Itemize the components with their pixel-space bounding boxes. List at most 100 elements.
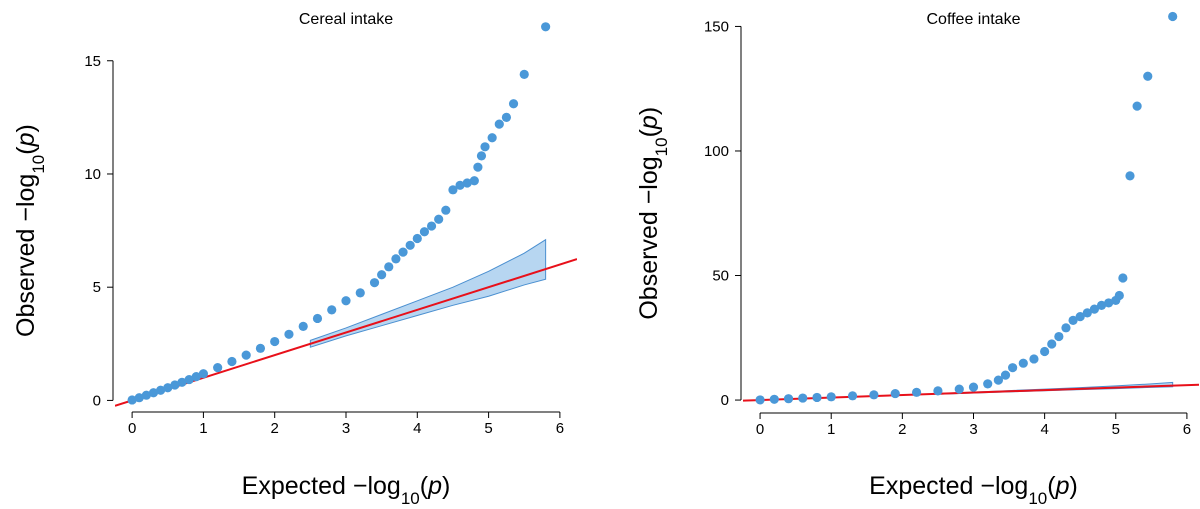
x-tick-label: 0: [756, 421, 764, 438]
point: [355, 288, 365, 298]
point: [812, 392, 822, 403]
label-part: ): [635, 107, 663, 115]
confidence-band: [309, 238, 547, 348]
point: [1061, 323, 1071, 333]
x-tick-label: 6: [556, 420, 564, 437]
x-tick-label: 2: [271, 420, 279, 437]
point: [441, 205, 451, 215]
point: [1096, 300, 1107, 311]
point: [1029, 354, 1039, 364]
chart-title: Coffee intake: [926, 11, 1020, 28]
point: [156, 385, 166, 395]
y-axis-label: Observed −log10(p): [12, 124, 48, 337]
label-part: 10: [29, 155, 48, 174]
label-part: (: [12, 146, 40, 155]
point: [405, 240, 415, 250]
y-tick-label: 15: [84, 53, 101, 70]
point: [455, 180, 465, 190]
label-part: p: [1055, 472, 1070, 500]
point: [519, 69, 529, 79]
point: [476, 151, 487, 161]
point: [911, 387, 922, 397]
label-part: ): [442, 472, 450, 500]
point: [1118, 273, 1128, 283]
label-part: p: [427, 472, 442, 500]
point: [890, 388, 900, 399]
point: [826, 392, 836, 402]
point: [783, 394, 794, 404]
point: [480, 142, 490, 152]
y-tick-label: 5: [93, 279, 101, 296]
point: [993, 375, 1003, 385]
point: [369, 278, 380, 288]
label-part: p: [12, 132, 40, 147]
point: [847, 391, 858, 401]
label-part: p: [635, 115, 663, 130]
point: [541, 22, 551, 32]
point: [473, 162, 483, 172]
x-tick-label: 6: [1183, 421, 1191, 438]
point: [1000, 370, 1011, 380]
point: [141, 390, 151, 400]
label-part: 10: [652, 137, 671, 156]
point: [501, 112, 512, 122]
label-part: Expected −log: [869, 472, 1028, 500]
y-tick-label: 50: [712, 268, 729, 285]
x-tick-label: 4: [413, 420, 421, 437]
y-tick-label: 100: [704, 143, 729, 160]
point: [341, 296, 351, 306]
point: [1018, 358, 1028, 368]
y-tick-label: 10: [84, 166, 101, 183]
point: [227, 356, 237, 367]
plot-area: [115, 22, 577, 407]
point: [327, 305, 337, 315]
point: [968, 382, 979, 392]
x-tick-label: 4: [1040, 421, 1048, 438]
x-tick-label: 2: [898, 421, 906, 438]
x-tick-label: 5: [484, 420, 492, 437]
point: [148, 388, 159, 398]
x-tick-label: 5: [1112, 421, 1120, 438]
point: [933, 386, 943, 396]
point: [284, 329, 294, 339]
label-part: Observed −log: [635, 156, 663, 319]
point: [1008, 363, 1018, 373]
point: [241, 350, 251, 360]
point: [487, 133, 497, 143]
point: [255, 343, 266, 353]
point: [170, 380, 180, 390]
point: [384, 262, 394, 272]
point: [298, 321, 308, 331]
point: [177, 377, 187, 387]
point: [1104, 298, 1114, 308]
point: [191, 372, 201, 382]
point: [198, 369, 209, 379]
label-part: Expected −log: [242, 472, 401, 500]
point: [462, 178, 472, 188]
label-part: (: [420, 472, 429, 500]
plot-area: [743, 11, 1199, 405]
point: [1047, 339, 1057, 349]
point: [1075, 312, 1085, 322]
label-part: (: [1047, 472, 1056, 500]
label-part: Observed −log: [12, 174, 40, 337]
point: [1114, 290, 1124, 301]
point: [412, 233, 422, 244]
y-tick-label: 0: [721, 392, 729, 409]
x-tick-label: 3: [342, 420, 350, 437]
point: [398, 247, 408, 257]
point: [1125, 171, 1135, 181]
point: [1068, 315, 1078, 325]
point: [419, 227, 430, 237]
point: [983, 379, 993, 389]
point: [312, 313, 323, 324]
point: [494, 119, 504, 129]
point: [213, 362, 223, 373]
point: [755, 395, 765, 405]
point: [1082, 308, 1092, 318]
point: [469, 176, 479, 186]
point: [954, 384, 964, 394]
point: [434, 214, 444, 224]
point: [134, 393, 144, 403]
